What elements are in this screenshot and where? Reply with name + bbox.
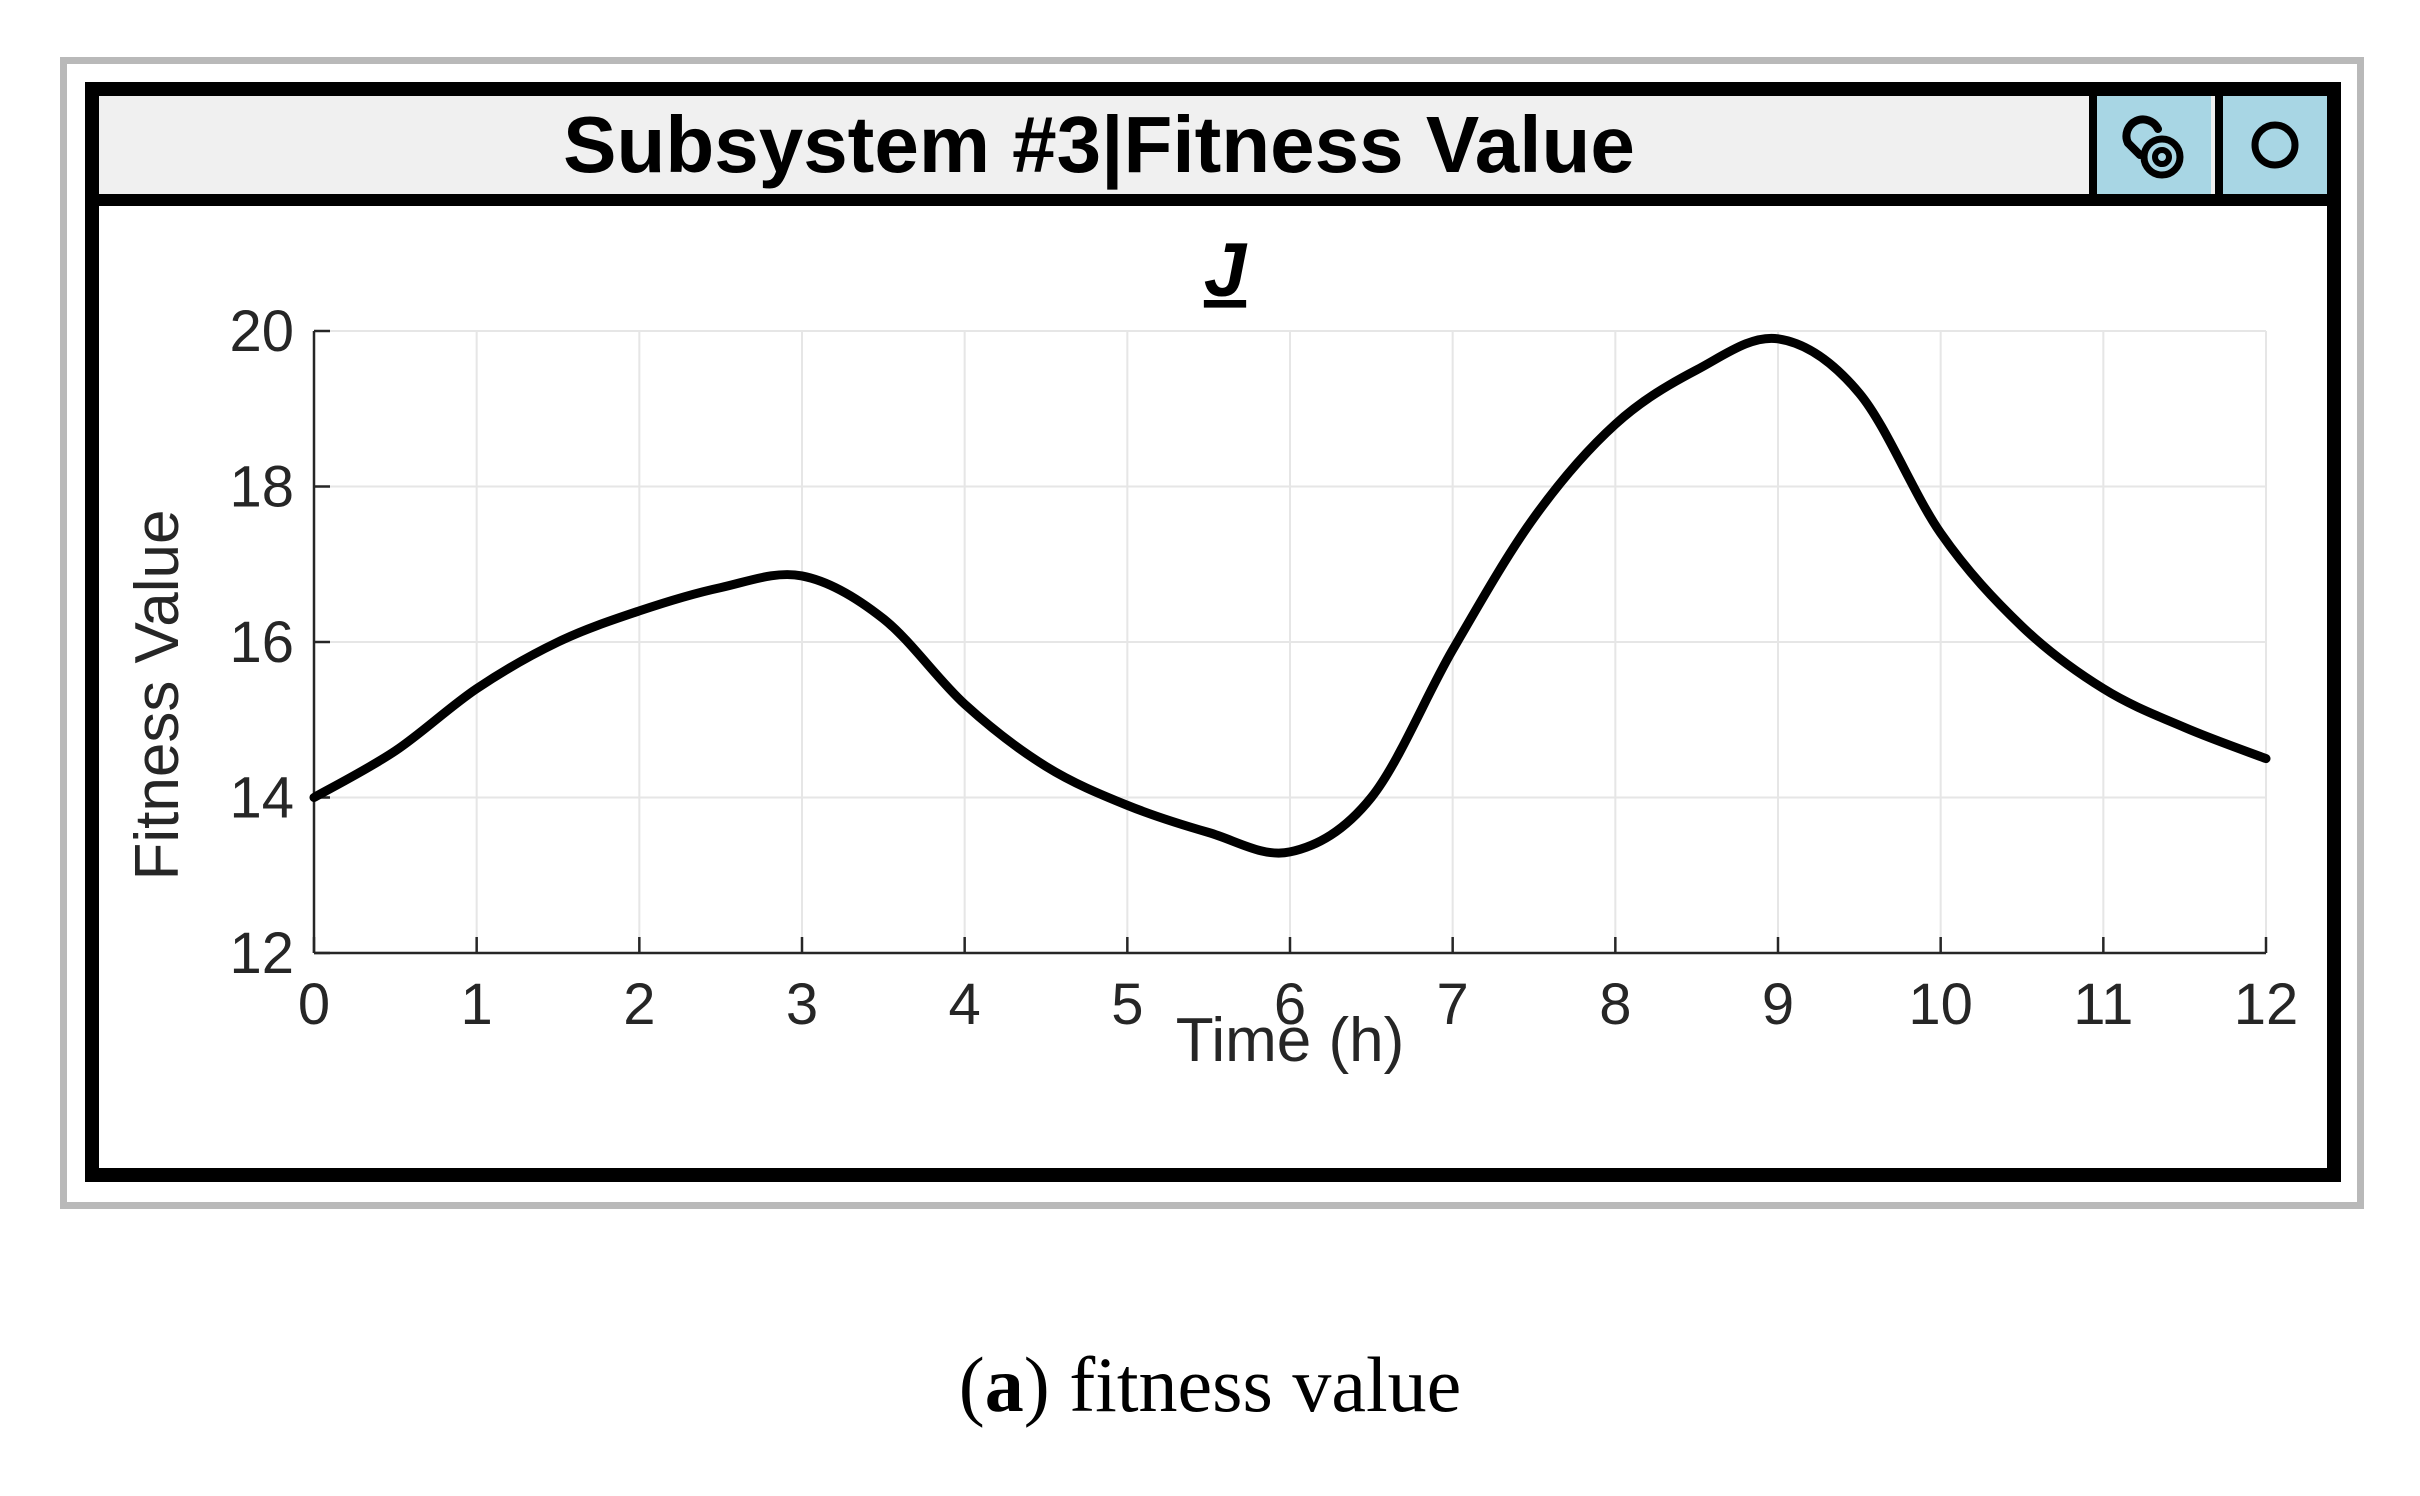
x-tick-label: 1 xyxy=(461,972,493,1037)
x-tick-label: 4 xyxy=(949,972,981,1037)
x-tick-label: 8 xyxy=(1599,972,1631,1037)
y-tick-label: 18 xyxy=(229,455,294,520)
x-tick-label: 11 xyxy=(2073,972,2133,1037)
y-tick-label: 12 xyxy=(229,921,294,986)
x-tick-label: 10 xyxy=(1908,972,1973,1037)
y-tick-label: 20 xyxy=(229,299,294,364)
y-axis-label: Fitness Value xyxy=(123,509,192,880)
plot-area: 0 1 2 3 4 5 6 7 8 9 10 11 12 12 14 16 18 20 J Time (h) F… xyxy=(99,206,2327,1168)
figure-caption: (a) fitness value xyxy=(0,1340,2420,1430)
chart-title: J xyxy=(1204,228,1248,313)
x-tick-label: 12 xyxy=(2234,972,2299,1037)
title-bar: Subsystem #3|Fitness Value xyxy=(99,96,2327,206)
caption-label: a xyxy=(985,1341,1024,1428)
x-tick-label: 2 xyxy=(623,972,655,1037)
link-button[interactable] xyxy=(2089,96,2211,194)
x-tick-label: 9 xyxy=(1762,972,1794,1037)
x-axis-label: Time (h) xyxy=(1176,1006,1404,1075)
circle-icon xyxy=(2245,115,2305,175)
y-tick-label: 16 xyxy=(229,610,294,675)
x-tick-label: 7 xyxy=(1437,972,1469,1037)
x-tick-label: 3 xyxy=(786,972,818,1037)
subsystem-window: Subsystem #3|Fitness Value 0 1 2 3 4 5 6 7 8 9 10 1… xyxy=(85,82,2341,1182)
grid xyxy=(314,331,2266,953)
x-tick-label: 5 xyxy=(1111,972,1143,1037)
y-tick-label: 14 xyxy=(229,766,294,831)
x-tick-label: 0 xyxy=(298,972,330,1037)
caption-text: fitness value xyxy=(1050,1341,1462,1428)
window-title: Subsystem #3|Fitness Value xyxy=(99,96,2099,194)
record-button[interactable] xyxy=(2215,96,2327,194)
link-icon xyxy=(2114,105,2194,185)
